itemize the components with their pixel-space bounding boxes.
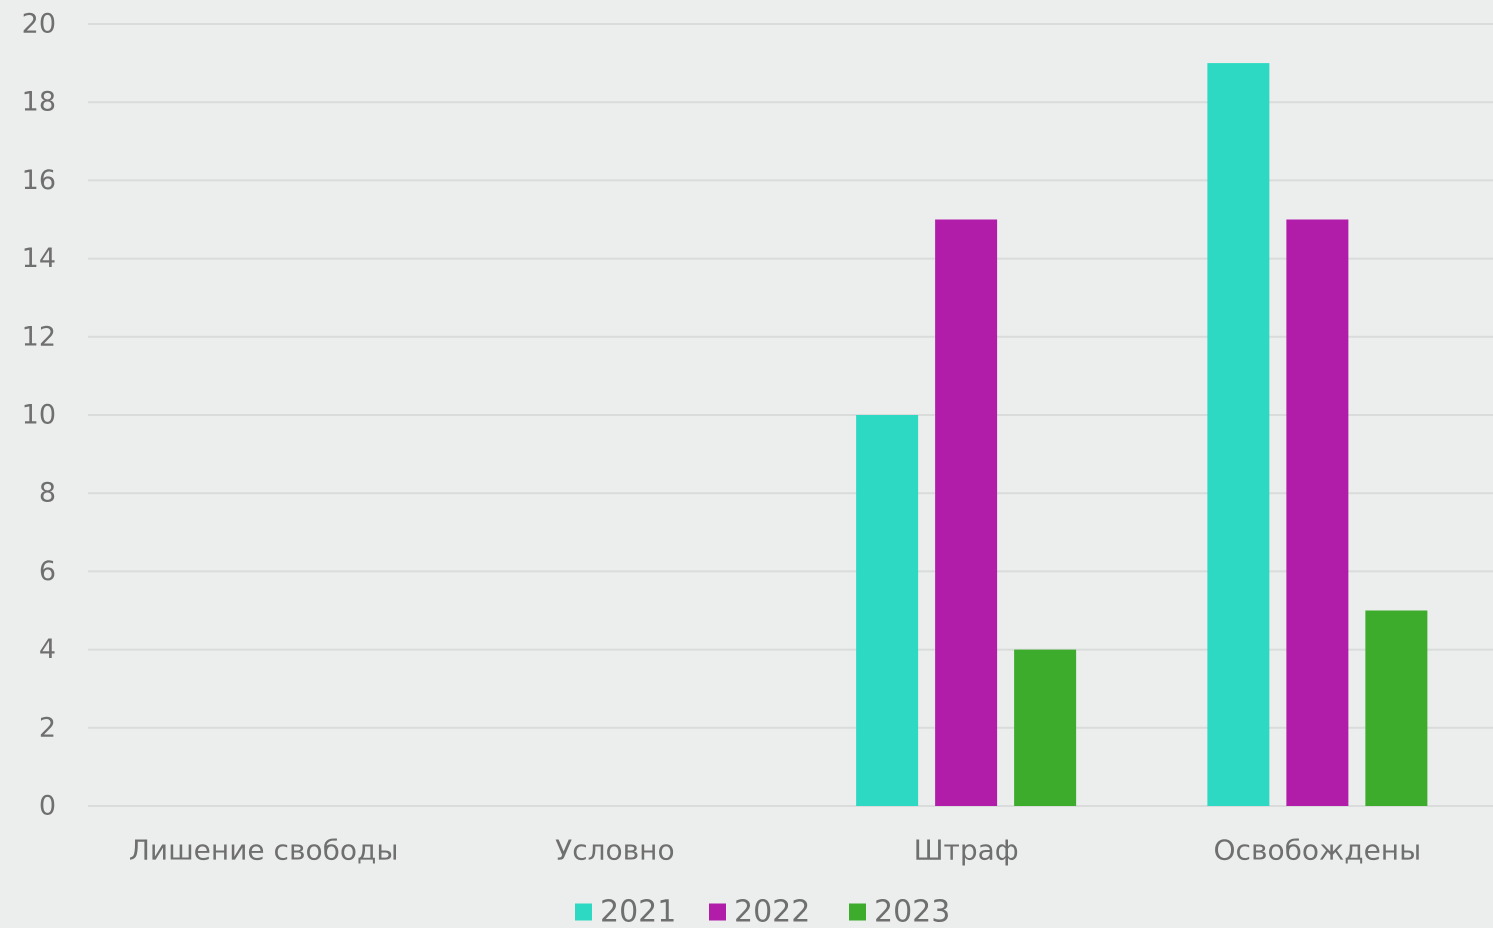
x-category-label: Условно bbox=[555, 834, 674, 867]
legend-label: 2023 bbox=[874, 895, 950, 928]
y-tick-label: 6 bbox=[39, 556, 56, 587]
legend: 2021 2022 2023 bbox=[575, 895, 950, 928]
legend-swatch-2023 bbox=[849, 903, 866, 921]
bar-2021-2 bbox=[856, 415, 919, 806]
x-category-label: Освобождены bbox=[1214, 834, 1422, 867]
x-axis-category-labels: Лишение свободы Условно Штраф Освобождены bbox=[129, 834, 1421, 867]
legend-label: 2021 bbox=[600, 895, 676, 928]
y-tick-label: 8 bbox=[39, 478, 56, 509]
y-tick-label: 16 bbox=[22, 165, 56, 196]
gridlines bbox=[88, 23, 1493, 807]
y-tick-label: 4 bbox=[39, 634, 56, 665]
y-tick-label: 18 bbox=[22, 87, 56, 118]
y-tick-label: 0 bbox=[39, 791, 56, 822]
legend-label: 2022 bbox=[734, 895, 810, 928]
bar-2022-3 bbox=[1286, 219, 1349, 806]
y-tick-label: 10 bbox=[22, 400, 56, 431]
y-tick-label: 14 bbox=[22, 243, 56, 274]
y-axis-tick-labels: 0 2 4 6 8 10 12 14 16 18 20 bbox=[22, 9, 56, 822]
bars bbox=[856, 63, 1428, 807]
bar-2021-3 bbox=[1207, 63, 1270, 807]
bar-2023-3 bbox=[1365, 610, 1428, 806]
bar-2023-2 bbox=[1014, 649, 1077, 806]
legend-swatch-2021 bbox=[575, 903, 592, 921]
y-tick-label: 12 bbox=[22, 321, 56, 352]
y-tick-label: 20 bbox=[22, 9, 56, 40]
x-category-label: Штраф bbox=[914, 834, 1019, 867]
y-tick-label: 2 bbox=[39, 712, 56, 743]
legend-swatch-2022 bbox=[709, 903, 726, 921]
x-category-label: Лишение свободы bbox=[129, 834, 399, 867]
bar-2022-2 bbox=[935, 219, 998, 806]
